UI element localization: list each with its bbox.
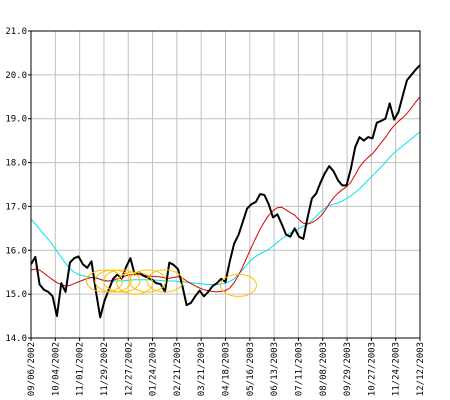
x-tick-label: 07/11/2003 [294, 342, 304, 396]
x-tick-label: 11/24/2003 [392, 342, 402, 396]
x-tick-label: 05/16/2003 [246, 342, 256, 396]
x-tick-label: 08/08/2003 [319, 342, 329, 396]
y-tick-label: 16.0 [5, 246, 27, 256]
x-tick-label: 09/29/2003 [343, 342, 353, 396]
x-tick-label: 12/12/2003 [416, 342, 426, 396]
x-tick-label: 11/29/2002 [100, 342, 110, 396]
crossover-marker [103, 269, 141, 293]
x-tick-label: 10/27/2003 [367, 342, 377, 396]
y-tick-label: 17.0 [5, 202, 27, 212]
x-tick-label: 03/21/2003 [197, 342, 207, 396]
x-tick-label: 12/27/2002 [124, 342, 134, 396]
crossover-marker [219, 273, 257, 297]
crossover-marker [146, 269, 184, 293]
y-axis: 14.0 15.0 16.0 17.0 18.0 19.0 20.0 21.0 [5, 27, 31, 344]
y-tick-label: 19.0 [5, 115, 27, 125]
x-tick-label: 06/13/2003 [270, 342, 280, 396]
crossover-marker [85, 269, 123, 293]
crossover-markers [85, 269, 257, 297]
x-tick-label: 10/04/2002 [51, 342, 61, 396]
x-tick-label: 04/18/2003 [222, 342, 232, 396]
y-tick-label: 20.0 [5, 71, 27, 81]
x-axis: 09/06/2002 10/04/2002 11/01/2002 11/29/2002… [27, 338, 426, 396]
x-tick-label: 02/21/2003 [173, 342, 183, 396]
y-tick-label: 15.0 [5, 290, 27, 300]
y-tick-label: 21.0 [5, 27, 27, 37]
x-tick-label: 09/06/2002 [27, 342, 37, 396]
x-tick-label: 01/24/2003 [149, 342, 159, 396]
crossover-marker [94, 269, 132, 293]
y-tick-label: 18.0 [5, 159, 27, 169]
crossover-marker [116, 271, 154, 295]
crossover-marker [129, 269, 167, 293]
x-tick-label: 11/01/2002 [76, 342, 86, 396]
y-tick-label: 14.0 [5, 334, 27, 344]
